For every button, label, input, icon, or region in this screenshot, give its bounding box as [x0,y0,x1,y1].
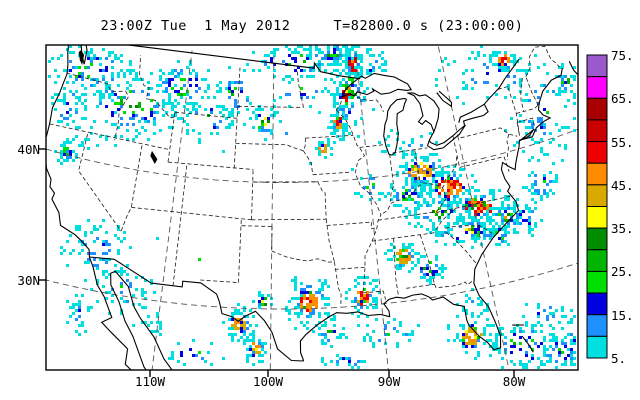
cbar-label-35: 35. [611,221,634,236]
cbar-label-45: 45. [611,178,634,193]
cbar-label-75: 75. [611,48,634,63]
x-tick-label-110W: 110W [134,374,166,389]
colorbar [586,54,608,359]
state-boundaries [49,45,560,308]
radar-reflectivity-cells [48,45,576,369]
x-tick-label-90W: 90W [377,374,401,389]
cbar-label-5: 5. [611,351,627,366]
map-frame [45,44,579,371]
x-tick-label-80W: 80W [502,374,526,389]
coastlines-and-borders [46,45,578,370]
x-tick-label-100W: 100W [252,374,284,389]
filled-water-bodies [78,50,158,164]
cbar-label-15: 15. [611,308,634,323]
cbar-label-25: 25. [611,264,634,279]
cbar-label-65: 65. [611,91,634,106]
cbar-label-55: 55. [611,135,634,150]
plot-title: 23:00Z Tue 1 May 2012 T=82800.0 s (23:00… [100,18,524,34]
latlon-gridlines [46,45,578,370]
y-tick-label-40N: 40N [17,142,40,157]
y-tick-label-30N: 30N [17,273,40,288]
axis-ticks [38,148,515,377]
